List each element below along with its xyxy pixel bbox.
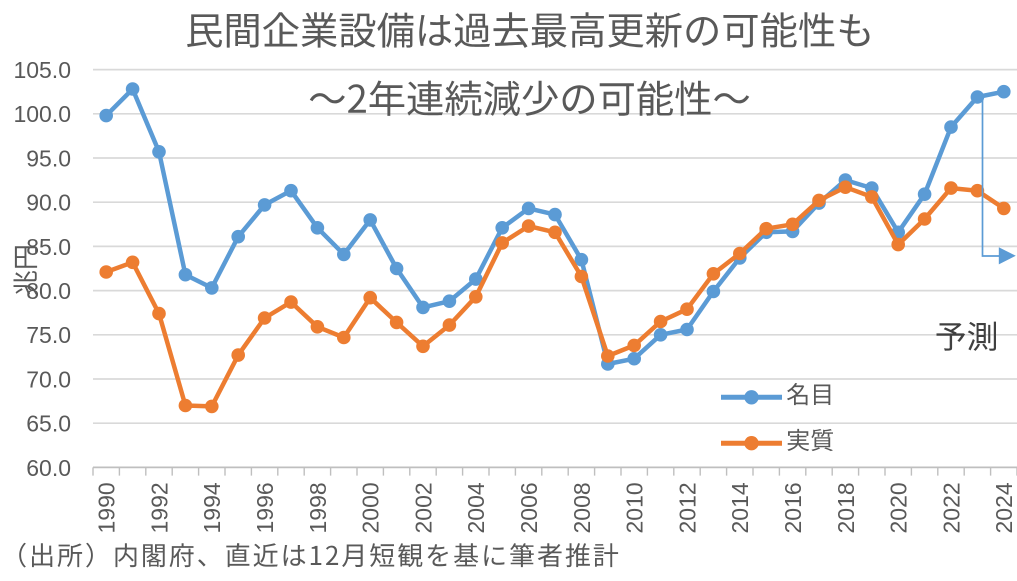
svg-text:2020: 2020 [886, 482, 912, 533]
svg-text:2002: 2002 [410, 482, 436, 533]
svg-text:2018: 2018 [833, 482, 859, 533]
svg-text:90.0: 90.0 [26, 190, 71, 216]
svg-text:1992: 1992 [146, 482, 172, 533]
svg-text:100.0: 100.0 [13, 101, 71, 127]
svg-text:70.0: 70.0 [26, 366, 71, 392]
svg-text:2010: 2010 [622, 482, 648, 533]
svg-text:2012: 2012 [674, 482, 700, 533]
svg-text:75.0: 75.0 [26, 322, 71, 348]
svg-text:2006: 2006 [516, 482, 542, 533]
svg-text:1994: 1994 [199, 482, 225, 533]
svg-text:2004: 2004 [463, 482, 489, 533]
svg-text:105.0: 105.0 [13, 57, 71, 83]
svg-text:2024: 2024 [991, 482, 1017, 533]
svg-text:65.0: 65.0 [26, 411, 71, 437]
svg-text:95.0: 95.0 [26, 145, 71, 171]
svg-text:60.0: 60.0 [26, 455, 71, 481]
svg-text:1996: 1996 [252, 482, 278, 533]
svg-text:2014: 2014 [727, 482, 753, 533]
svg-text:1990: 1990 [94, 482, 120, 533]
svg-text:2016: 2016 [780, 482, 806, 533]
svg-text:80.0: 80.0 [26, 278, 71, 304]
svg-text:2008: 2008 [569, 482, 595, 533]
svg-text:1998: 1998 [305, 482, 331, 533]
svg-text:2000: 2000 [358, 482, 384, 533]
svg-text:2022: 2022 [938, 482, 964, 533]
